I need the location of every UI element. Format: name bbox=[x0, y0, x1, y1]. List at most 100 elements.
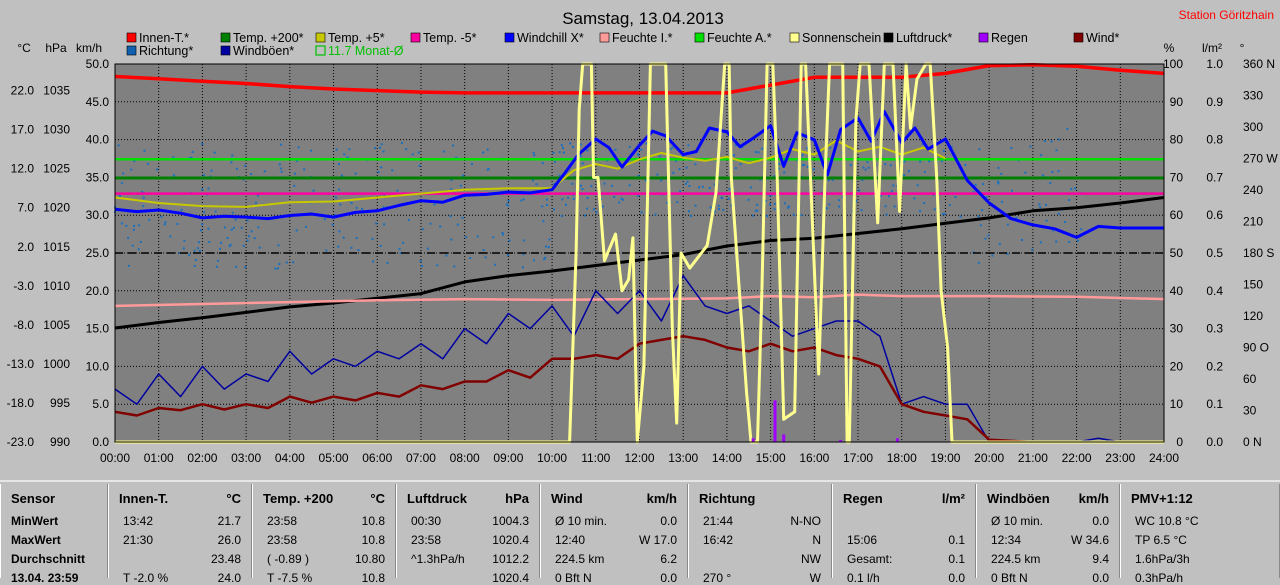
direction-point bbox=[1051, 171, 1054, 174]
direction-point bbox=[125, 224, 128, 227]
direction-point bbox=[426, 247, 429, 250]
direction-point bbox=[678, 168, 681, 171]
direction-point bbox=[645, 142, 648, 145]
direction-point bbox=[120, 222, 123, 225]
direction-point bbox=[590, 185, 593, 188]
direction-point bbox=[417, 151, 420, 154]
direction-point bbox=[450, 238, 453, 241]
direction-point bbox=[361, 208, 364, 211]
direction-point bbox=[141, 191, 144, 194]
direction-point bbox=[902, 160, 905, 163]
direction-point bbox=[256, 194, 259, 197]
direction-point bbox=[881, 148, 884, 151]
direction-point bbox=[207, 227, 210, 230]
series-line bbox=[114, 110, 1164, 239]
stat-panel-title: Windböen bbox=[987, 491, 1050, 506]
direction-point bbox=[948, 204, 951, 207]
direction-point bbox=[827, 179, 830, 182]
direction-point bbox=[280, 143, 283, 146]
direction-point bbox=[800, 214, 803, 217]
direction-point bbox=[978, 148, 981, 151]
direction-point bbox=[274, 267, 277, 270]
y-tick-label-hpa: 995 bbox=[50, 396, 70, 410]
direction-point bbox=[143, 149, 146, 152]
direction-point bbox=[405, 148, 408, 151]
direction-point bbox=[1068, 199, 1071, 202]
axis-unit-percent: % bbox=[1164, 41, 1175, 55]
stat-cell-value: 1020.4 bbox=[492, 533, 529, 547]
stat-panel: Regen l/m² 15:06 0.1 Gesamt: 0.1 0.1 l/h 0.0 bbox=[832, 484, 976, 585]
direction-point bbox=[890, 190, 893, 193]
direction-point bbox=[263, 170, 266, 173]
direction-point bbox=[350, 246, 353, 249]
y-tick-label-rain: 0.4 bbox=[1206, 284, 1223, 298]
stat-cell-value: W 17.0 bbox=[638, 533, 677, 547]
stat-cell-value: W bbox=[809, 571, 821, 585]
y-tick-label-direction: 180 S bbox=[1243, 246, 1274, 260]
stat-cell-left: 0 Bft N bbox=[555, 571, 592, 585]
direction-point bbox=[201, 142, 204, 145]
direction-point bbox=[618, 201, 621, 204]
direction-point bbox=[436, 264, 439, 267]
direction-point bbox=[981, 209, 984, 212]
direction-point bbox=[343, 153, 346, 156]
direction-point bbox=[501, 231, 504, 234]
direction-point bbox=[583, 214, 586, 217]
direction-point bbox=[892, 184, 895, 187]
direction-point bbox=[565, 203, 568, 206]
stat-panel: Temp. +200 °C 23:58 10.8 23:58 10.8 ( -0.89 ) 1… bbox=[252, 484, 396, 585]
direction-point bbox=[671, 146, 674, 149]
stat-panel-title: Wind bbox=[551, 491, 583, 506]
direction-point bbox=[826, 207, 829, 210]
direction-point bbox=[586, 196, 589, 199]
y-tick-label-direction: 150 bbox=[1243, 278, 1263, 292]
direction-point bbox=[759, 178, 762, 181]
direction-point bbox=[921, 142, 924, 145]
direction-point bbox=[522, 253, 525, 256]
y-tick-label-celsius: 7.0 bbox=[17, 201, 34, 215]
stat-cell-value: W 34.6 bbox=[1070, 533, 1109, 547]
direction-point bbox=[614, 148, 617, 151]
series-line bbox=[114, 196, 1165, 330]
direction-point bbox=[1000, 200, 1003, 203]
direction-point bbox=[244, 164, 247, 167]
stat-cell-left: TP 6.5 °C bbox=[1135, 533, 1187, 547]
direction-point bbox=[180, 209, 183, 212]
legend-label: Temp. +200* bbox=[233, 31, 304, 45]
direction-point bbox=[487, 168, 490, 171]
stat-cell-left: Gesamt: bbox=[847, 552, 893, 566]
stat-cell-left: Ø 10 min. bbox=[991, 514, 1044, 528]
direction-point bbox=[1024, 171, 1027, 174]
direction-point bbox=[323, 218, 326, 221]
direction-point bbox=[226, 237, 229, 240]
y-tick-label-celsius: 17.0 bbox=[11, 123, 35, 137]
legend-label: Feuchte A.* bbox=[707, 31, 772, 45]
stat-cell-value: 0.0 bbox=[948, 571, 965, 585]
direction-point bbox=[1039, 206, 1042, 209]
direction-point bbox=[553, 182, 556, 185]
direction-point bbox=[985, 196, 988, 199]
direction-point bbox=[383, 223, 386, 226]
y-tick-label-kmh: 35.0 bbox=[86, 170, 110, 184]
y-tick-label-percent: 10 bbox=[1170, 397, 1184, 411]
x-tick-label: 12:00 bbox=[624, 451, 654, 465]
direction-point bbox=[486, 168, 489, 171]
direction-point bbox=[1000, 172, 1003, 175]
direction-point bbox=[429, 222, 432, 225]
direction-point bbox=[277, 244, 280, 247]
y-tick-label-rain: 0.6 bbox=[1206, 208, 1223, 222]
direction-point bbox=[919, 210, 922, 213]
stat-cell-left: Ø 10 min. bbox=[555, 514, 608, 528]
direction-point bbox=[666, 201, 669, 204]
axis-unit-hpa: hPa bbox=[45, 41, 67, 55]
direction-point bbox=[532, 151, 535, 154]
y-tick-label-direction: 330 bbox=[1243, 89, 1263, 103]
stat-cell-value: 0.0 bbox=[660, 571, 677, 585]
stat-cell-value: 0.1 bbox=[948, 533, 965, 547]
direction-point bbox=[418, 164, 421, 167]
direction-point bbox=[380, 143, 383, 146]
direction-point bbox=[142, 196, 145, 199]
direction-point bbox=[507, 199, 510, 202]
direction-point bbox=[176, 222, 179, 225]
direction-point bbox=[1076, 239, 1079, 242]
